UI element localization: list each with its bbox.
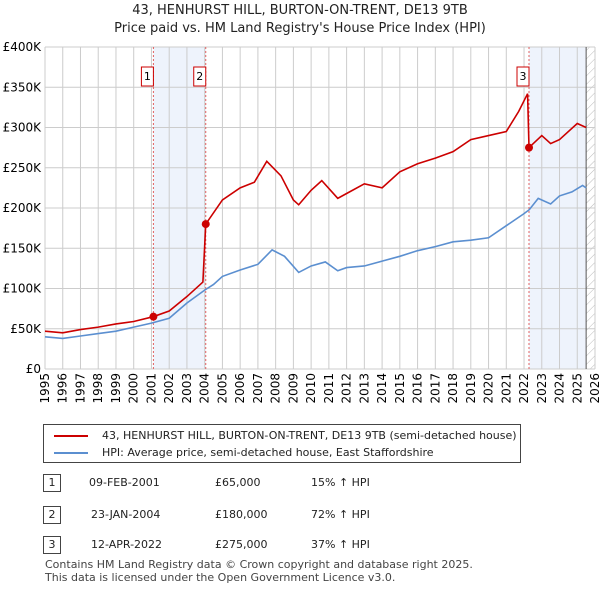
chart-subtitle: Price paid vs. HM Land Registry's House …	[114, 21, 486, 36]
sale-hpi: 15% ↑ HPI	[311, 476, 370, 489]
sale-number: 3	[43, 536, 61, 554]
x-tick-label: 2002	[162, 373, 176, 404]
x-tick-label: 2020	[482, 373, 496, 404]
x-tick-label: 2015	[393, 373, 407, 404]
footer-line: Contains HM Land Registry data © Crown c…	[45, 558, 473, 571]
x-tick-label: 1997	[73, 373, 87, 404]
x-tick-label: 1999	[109, 373, 123, 404]
x-tick-label: 1996	[56, 373, 70, 404]
sale-number: 2	[43, 506, 61, 524]
x-tick-label: 2005	[215, 373, 229, 404]
x-tick-label: 2016	[411, 373, 425, 404]
sale-date: 12-APR-2022	[91, 538, 163, 551]
x-tick-label: 2010	[304, 373, 318, 404]
y-tick-label: £250K	[3, 161, 43, 175]
sale-marker-number: 2	[196, 70, 203, 83]
x-tick-label: 2006	[233, 373, 247, 404]
x-tick-label: 2024	[553, 373, 567, 404]
sale-row: 2 23-JAN-2004 £180,000 72% ↑ HPI	[43, 506, 443, 526]
sale-hpi: 37% ↑ HPI	[311, 538, 370, 551]
sale-price: £275,000	[215, 538, 268, 551]
sale-price: £65,000	[215, 476, 261, 489]
x-tick-label: 2011	[322, 373, 336, 404]
price-chart: 1995 1996 1997 1998 1999 2000 2001 2002 2003 2004…	[3, 40, 600, 404]
sale-marker-number: 1	[144, 70, 151, 83]
x-tick-label: 2013	[357, 373, 371, 404]
x-tick-label: 2023	[535, 373, 549, 404]
x-tick-label: 2004	[198, 373, 212, 404]
x-tick-label: 2017	[428, 373, 442, 404]
sale-date: 23-JAN-2004	[91, 508, 161, 521]
x-tick-label: 1998	[91, 373, 105, 404]
x-tick-label: 2008	[269, 373, 283, 404]
x-tick-label: 2019	[464, 373, 478, 404]
sale-date: 09-FEB-2001	[89, 476, 160, 489]
chart-title: 43, HENHURST HILL, BURTON-ON-TRENT, DE13…	[0, 2, 600, 38]
sale-point	[525, 143, 533, 152]
footer: Contains HM Land Registry data © Crown c…	[45, 558, 473, 584]
x-tick-label: 2001	[144, 373, 158, 404]
y-tick-label: £0	[26, 362, 41, 376]
x-tick-label: 2018	[446, 373, 460, 404]
y-tick-label: £300K	[3, 121, 43, 135]
x-tick-label: 2009	[286, 373, 300, 404]
series-line-property	[44, 93, 587, 334]
x-tick-label: 2014	[375, 373, 389, 404]
legend-item-property: 43, HENHURST HILL, BURTON-ON-TRENT, DE13…	[54, 429, 517, 443]
legend-swatch	[54, 435, 88, 437]
sale-hpi: 72% ↑ HPI	[311, 508, 370, 521]
sale-point	[201, 220, 210, 229]
legend-label: HPI: Average price, semi-detached house,…	[102, 446, 434, 459]
y-tick-label: £350K	[3, 80, 43, 94]
legend-swatch	[54, 452, 88, 454]
x-tick-label: 2022	[517, 373, 531, 404]
sale-row: 3 12-APR-2022 £275,000 37% ↑ HPI	[43, 536, 443, 556]
x-tick-label: 2025	[570, 373, 584, 404]
y-tick-label: £400K	[3, 40, 43, 54]
y-tick-label: £200K	[3, 201, 43, 215]
legend-label: 43, HENHURST HILL, BURTON-ON-TRENT, DE13…	[102, 429, 517, 442]
series-line-hpi	[44, 184, 587, 340]
x-tick-label: 2026	[588, 373, 600, 404]
legend-item-hpi: HPI: Average price, semi-detached house,…	[54, 446, 434, 460]
y-tick-label: £50K	[10, 322, 42, 336]
sale-marker-box	[193, 66, 207, 87]
y-tick-label: £100K	[3, 282, 43, 296]
legend: 43, HENHURST HILL, BURTON-ON-TRENT, DE13…	[43, 424, 521, 463]
footer-line: This data is licensed under the Open Gov…	[45, 571, 396, 584]
sale-marker-box	[516, 66, 530, 87]
x-tick-label: 2000	[127, 373, 141, 404]
sale-row: 1 09-FEB-2001 £65,000 15% ↑ HPI	[43, 474, 443, 494]
x-tick-label: 1995	[38, 373, 52, 404]
sale-number: 1	[43, 474, 61, 492]
x-tick-label: 2003	[180, 373, 194, 404]
sale-price: £180,000	[215, 508, 268, 521]
x-tick-label: 2007	[251, 373, 265, 404]
x-tick-label: 2021	[499, 373, 513, 404]
sale-marker-box	[140, 66, 154, 87]
y-tick-label: £150K	[3, 241, 43, 255]
sale-point	[149, 312, 158, 321]
chart-title-line: 43, HENHURST HILL, BURTON-ON-TRENT, DE13…	[132, 3, 468, 18]
x-tick-label: 2012	[340, 373, 354, 404]
sale-marker-number: 3	[520, 70, 527, 83]
